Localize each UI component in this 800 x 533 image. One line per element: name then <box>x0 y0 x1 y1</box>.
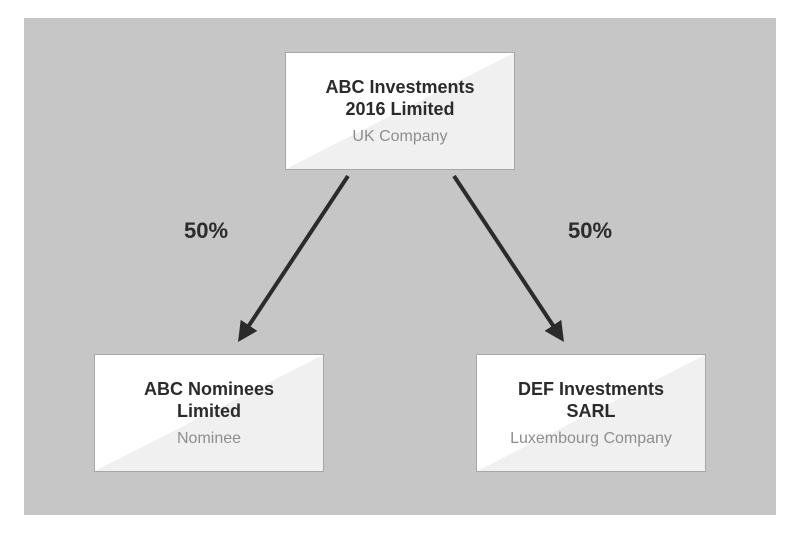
node-title-line2: 2016 Limited <box>345 99 454 119</box>
edge-label-right: 50% <box>568 218 612 244</box>
diagram-canvas: ABC Investments 2016 Limited UK Company … <box>24 18 776 515</box>
node-title-line2: Limited <box>177 401 241 421</box>
node-right: DEF Investments SARL Luxembourg Company <box>476 354 706 472</box>
node-left: ABC Nominees Limited Nominee <box>94 354 324 472</box>
node-title-line1: DEF Investments <box>518 379 664 399</box>
edge-to-left <box>242 176 348 336</box>
node-title: DEF Investments SARL <box>510 378 672 423</box>
page-frame: ABC Investments 2016 Limited UK Company … <box>0 0 800 533</box>
edge-label-left: 50% <box>184 218 228 244</box>
node-title: ABC Investments 2016 Limited <box>325 76 474 121</box>
node-title-line1: ABC Investments <box>325 77 474 97</box>
node-title-line1: ABC Nominees <box>144 379 274 399</box>
node-subtitle: Luxembourg Company <box>510 429 672 448</box>
node-parent: ABC Investments 2016 Limited UK Company <box>285 52 515 170</box>
node-title-line2: SARL <box>567 401 616 421</box>
node-title: ABC Nominees Limited <box>144 378 274 423</box>
node-subtitle: UK Company <box>325 127 474 146</box>
node-subtitle: Nominee <box>144 429 274 448</box>
edge-to-right <box>454 176 560 336</box>
